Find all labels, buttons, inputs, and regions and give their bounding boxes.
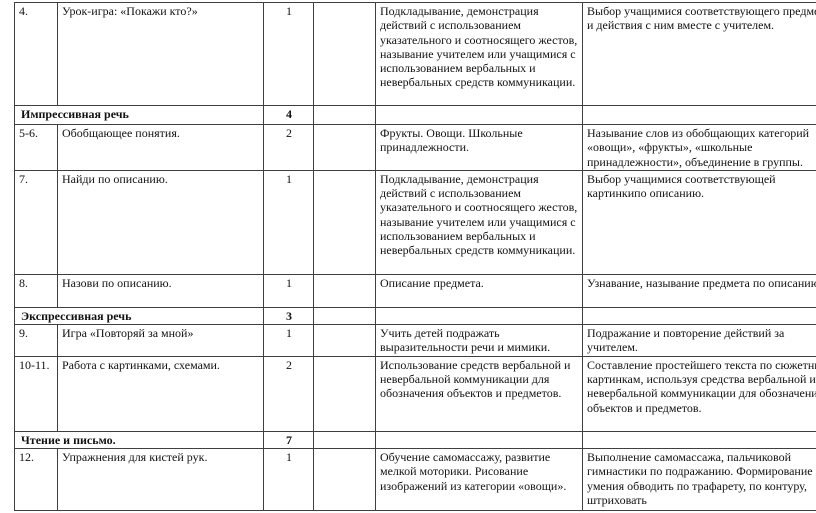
cell-mark <box>313 169 376 275</box>
table-row: 9. Игра «Повторяй за мной» 1 Учить детей по… <box>14 324 816 357</box>
cell-number: 5-6. <box>14 124 58 171</box>
cell-content: Подкладывание, демонстрация действий с и… <box>375 2 583 106</box>
section-title: Чтение и письмо. <box>14 430 264 450</box>
cell-hours: 2 <box>263 355 314 432</box>
cell-hours: 2 <box>263 124 314 171</box>
cell-hours: 1 <box>263 2 314 106</box>
cell-mark <box>313 430 376 450</box>
cell-content <box>375 105 583 125</box>
cell-mark <box>313 306 376 326</box>
cell-number: 9. <box>14 324 58 357</box>
cell-theme: Упражнения для кистей рук. <box>57 448 264 512</box>
cell-content: Обучение самомассажу, развитие мелкой мо… <box>375 448 583 512</box>
cell-mark <box>313 273 376 308</box>
cell-outcome: Выбор учащимися соответствующей картинки… <box>582 169 816 275</box>
cell-hours: 1 <box>263 324 314 357</box>
table-row: 10-11. Работа с картинками, схемами. 2 Испо… <box>14 355 816 432</box>
lesson-plan-rows: 4. Урок-игра: «Покажи кто?» 1 Подкладывание… <box>14 2 816 512</box>
cell-mark <box>313 448 376 512</box>
cell-outcome: Составление простейшего текста по сюжетн… <box>582 355 816 432</box>
cell-number: 8. <box>14 273 58 308</box>
cell-outcome: Узнавание, называние предмета по описани… <box>582 273 816 308</box>
cell-outcome <box>582 306 816 326</box>
cell-mark <box>313 105 376 125</box>
section-hours: 4 <box>263 105 314 125</box>
cell-theme: Обобщающее понятия. <box>57 124 264 171</box>
cell-theme: Работа с картинками, схемами. <box>57 355 264 432</box>
section-row: Экспрессивная речь 3 <box>14 306 816 326</box>
cell-hours: 1 <box>263 448 314 512</box>
cell-content: Фрукты. Овощи. Школьные принадлежности. <box>375 124 583 171</box>
cell-number: 7. <box>14 169 58 275</box>
cell-theme: Назови по описанию. <box>57 273 264 308</box>
cell-outcome: Подражание и повторение действий за учит… <box>582 324 816 357</box>
cell-hours: 1 <box>263 169 314 275</box>
table-row: 7. Найди по описанию. 1 Подкладывание, демо… <box>14 169 816 275</box>
cell-content <box>375 306 583 326</box>
cell-theme: Урок-игра: «Покажи кто?» <box>57 2 264 106</box>
cell-content <box>375 430 583 450</box>
cell-outcome: Выбор учащимися соответствующего предмет… <box>582 2 816 106</box>
table-row: 5-6. Обобщающее понятия. 2 Фрукты. Овощи. Ш… <box>14 124 816 171</box>
table-row: 8. Назови по описанию. 1 Описание предмета.… <box>14 273 816 308</box>
section-row: Импрессивная речь 4 <box>14 105 816 125</box>
cell-outcome <box>582 105 816 125</box>
cell-number: 12. <box>14 448 58 512</box>
cell-hours: 1 <box>263 273 314 308</box>
cell-theme: Игра «Повторяй за мной» <box>57 324 264 357</box>
cell-mark <box>313 324 376 357</box>
cell-content: Использование средств вербальной и невер… <box>375 355 583 432</box>
cell-outcome: Называние слов из обобщающих категорий «… <box>582 124 816 171</box>
section-hours: 3 <box>263 306 314 326</box>
section-title: Экспрессивная речь <box>14 306 264 326</box>
table-row: 4. Урок-игра: «Покажи кто?» 1 Подкладывание… <box>14 2 816 106</box>
cell-content: Подкладывание, демонстрация действий с и… <box>375 169 583 275</box>
cell-mark <box>313 124 376 171</box>
cell-number: 4. <box>14 2 58 106</box>
section-hours: 7 <box>263 430 314 450</box>
cell-outcome <box>582 430 816 450</box>
cell-content: Описание предмета. <box>375 273 583 308</box>
table-row: 12. Упражнения для кистей рук. 1 Обучение с… <box>14 448 816 512</box>
cell-mark <box>313 2 376 106</box>
cell-mark <box>313 355 376 432</box>
cell-content: Учить детей подражать выразительности ре… <box>375 324 583 357</box>
section-row: Чтение и письмо. 7 <box>14 430 816 450</box>
cell-number: 10-11. <box>14 355 58 432</box>
section-title: Импрессивная речь <box>14 105 264 125</box>
cell-theme: Найди по описанию. <box>57 169 264 275</box>
lesson-plan-table: 4. Урок-игра: «Покажи кто?» 1 Подкладывание… <box>14 2 816 512</box>
cell-outcome: Выполнение самомассажа, пальчиковой гимн… <box>582 448 816 512</box>
